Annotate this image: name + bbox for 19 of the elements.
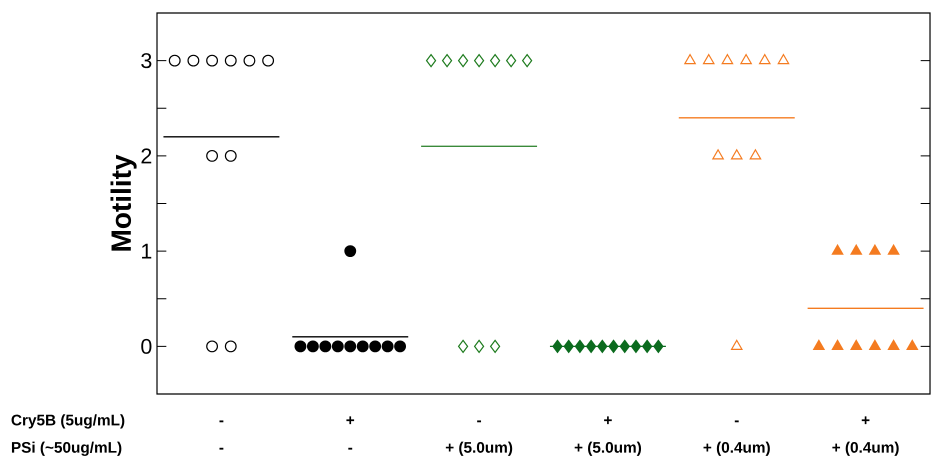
y-tick-label: 0 (141, 338, 152, 354)
text: + (0.4um) (704, 442, 770, 456)
y-tick-label: 3 (141, 53, 152, 68)
text: Cry5B (5ug/mL) (12, 414, 124, 429)
text: + (0.4um) (832, 442, 899, 456)
x-tick-label: + (862, 416, 870, 424)
text: + (5.0um) (446, 442, 512, 456)
y-tick-label: 1 (142, 244, 152, 258)
x-tick-label: - (219, 420, 224, 422)
text: - (348, 448, 352, 450)
y-tick-label: 2 (141, 148, 152, 164)
text: - (219, 448, 224, 450)
x-tick-label: + (604, 416, 612, 424)
x-tick-label: - (734, 420, 739, 422)
text: PSi (~50ug/mL) (12, 442, 122, 456)
text: + (5.0um) (574, 442, 642, 456)
x-tick-label: - (477, 420, 482, 422)
y-axis-title: Motility (110, 154, 137, 251)
x-tick-label: + (346, 416, 354, 424)
